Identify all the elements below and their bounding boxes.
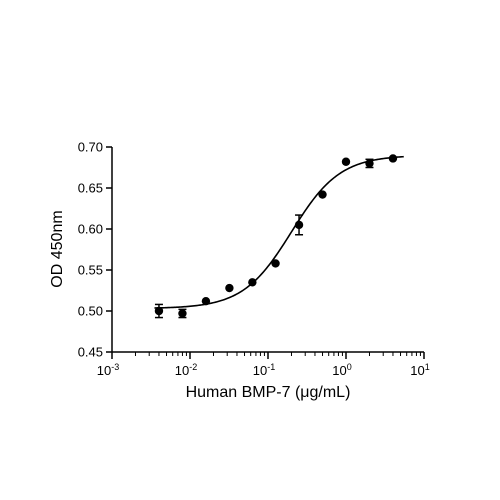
y-tick-label: 0.50 <box>78 304 103 319</box>
y-tick-label: 0.60 <box>78 222 103 237</box>
x-tick-label: 100 <box>332 362 351 378</box>
x-tick-base: 10 <box>332 363 346 378</box>
x-tick-base: 10 <box>97 363 111 378</box>
x-tick-base: 10 <box>175 363 189 378</box>
x-tick-base: 10 <box>253 363 267 378</box>
x-tick-label: 101 <box>410 362 429 378</box>
x-tick-exponent: -3 <box>111 362 119 372</box>
data-point <box>318 190 327 199</box>
data-point <box>178 309 187 318</box>
y-ticks: 0.45 0.50 0.55 0.60 0.65 0.70 <box>78 140 112 360</box>
x-tick-exponent: -1 <box>267 362 275 372</box>
x-tick-label: 10-3 <box>97 362 119 378</box>
x-tick-exponent: 0 <box>347 362 352 372</box>
y-tick-label: 0.55 <box>78 263 103 278</box>
x-tick-exponent: 1 <box>425 362 430 372</box>
data-point <box>271 259 280 268</box>
x-tick-base: 10 <box>410 363 424 378</box>
fit-curve <box>154 155 404 309</box>
y-tick-label: 0.70 <box>78 140 103 155</box>
x-ticks: 10-3 10-2 10-1 100 101 <box>97 352 430 378</box>
data-point <box>154 306 164 316</box>
data-point <box>388 154 398 163</box>
axes <box>111 147 424 353</box>
data-point <box>248 278 257 287</box>
x-tick-label: 10-1 <box>253 362 275 378</box>
data-points <box>154 154 398 319</box>
data-point <box>365 159 374 168</box>
x-tick-exponent: -2 <box>189 362 197 372</box>
y-tick-label: 0.45 <box>78 345 103 360</box>
y-tick-label: 0.65 <box>78 181 103 196</box>
y-axis-label: OD 450nm <box>49 210 66 287</box>
data-point <box>341 157 351 166</box>
data-point <box>294 220 304 230</box>
data-point <box>201 296 211 306</box>
x-axis-label: Human BMP-7 (μg/mL) <box>186 384 351 401</box>
x-tick-label: 10-2 <box>175 362 197 378</box>
data-point <box>225 283 234 293</box>
